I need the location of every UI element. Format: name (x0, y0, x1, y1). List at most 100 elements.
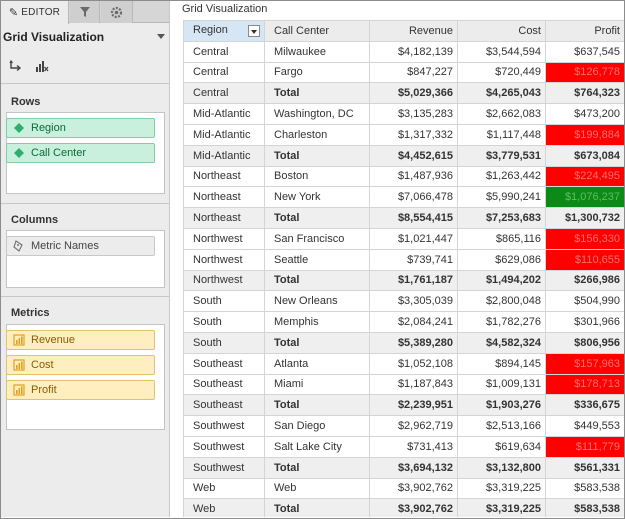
metrics-item-profit[interactable]: Profit (6, 380, 155, 400)
cell-profit[interactable]: $473,200 (545, 103, 624, 125)
cell-region[interactable]: Mid-Atlantic (183, 123, 265, 146)
cell-call-center[interactable]: Charleston (264, 123, 370, 146)
cell-call-center[interactable]: Total (264, 394, 370, 417)
cell-region[interactable]: Mid-Atlantic (183, 144, 265, 167)
cell-cost[interactable]: $1,782,276 (457, 311, 546, 333)
tab-filter[interactable] (70, 1, 100, 23)
cell-cost[interactable]: $3,319,225 (457, 498, 546, 517)
cell-region[interactable]: Northwest (183, 227, 265, 250)
cell-region[interactable]: South (183, 290, 265, 313)
metrics-item-revenue[interactable]: Revenue (6, 330, 155, 350)
cell-call-center[interactable]: Total (264, 207, 370, 229)
cell-call-center[interactable]: Memphis (264, 311, 370, 333)
cell-revenue[interactable]: $2,239,951 (369, 394, 458, 417)
cell-region[interactable]: Central (183, 40, 265, 63)
chevron-down-icon[interactable] (157, 34, 165, 39)
cell-call-center[interactable]: Washington, DC (264, 103, 370, 125)
cell-call-center[interactable]: Total (264, 82, 370, 105)
cell-profit[interactable]: $157,963 (545, 352, 624, 375)
cell-profit[interactable]: $224,495 (545, 165, 624, 188)
cell-cost[interactable]: $2,513,166 (457, 415, 546, 437)
cell-revenue[interactable]: $3,305,039 (369, 290, 458, 313)
columns-item-metric-names[interactable]: Metric Names (6, 236, 155, 256)
cell-profit[interactable]: $301,966 (545, 311, 624, 333)
column-header-call-center[interactable]: Call Center (264, 20, 370, 42)
cell-region[interactable]: Southwest (183, 456, 265, 479)
cell-cost[interactable]: $619,634 (457, 435, 546, 458)
rows-item-call-center[interactable]: Call Center (6, 143, 155, 163)
cell-cost[interactable]: $720,449 (457, 61, 546, 84)
cell-region[interactable]: Central (183, 82, 265, 105)
tab-properties[interactable] (101, 1, 133, 23)
cell-cost[interactable]: $3,544,594 (457, 40, 546, 63)
cell-region[interactable]: Southeast (183, 373, 265, 396)
show-totals-button[interactable] (33, 57, 51, 75)
cell-call-center[interactable]: Total (264, 456, 370, 479)
metrics-item-cost[interactable]: Cost (6, 355, 155, 375)
cell-cost[interactable]: $4,582,324 (457, 331, 546, 354)
cell-cost[interactable]: $1,009,131 (457, 373, 546, 396)
column-header-cost[interactable]: Cost (457, 20, 546, 42)
cell-profit[interactable]: $583,538 (545, 477, 624, 500)
cell-cost[interactable]: $1,263,442 (457, 165, 546, 188)
cell-cost[interactable]: $7,253,683 (457, 207, 546, 229)
cell-revenue[interactable]: $3,694,132 (369, 456, 458, 479)
cell-cost[interactable]: $629,086 (457, 248, 546, 271)
swap-rows-columns-button[interactable] (7, 57, 25, 75)
column-header-region[interactable]: Region (183, 20, 265, 42)
cell-region[interactable]: Southeast (183, 352, 265, 375)
cell-profit[interactable]: $110,655 (545, 248, 624, 271)
cell-profit[interactable]: $1,300,732 (545, 207, 624, 229)
cell-region[interactable]: Web (183, 498, 265, 517)
rows-item-region[interactable]: Region (6, 118, 155, 138)
cell-profit[interactable]: $449,553 (545, 415, 624, 437)
cell-revenue[interactable]: $1,761,187 (369, 269, 458, 292)
cell-region[interactable]: Southwest (183, 435, 265, 458)
cell-profit[interactable]: $178,713 (545, 373, 624, 396)
cell-profit[interactable]: $336,675 (545, 394, 624, 417)
cell-cost[interactable]: $865,116 (457, 227, 546, 250)
cell-revenue[interactable]: $5,389,280 (369, 331, 458, 354)
cell-call-center[interactable]: Web (264, 477, 370, 500)
cell-profit[interactable]: $806,956 (545, 331, 624, 354)
cell-profit[interactable]: $199,884 (545, 123, 624, 146)
cell-revenue[interactable]: $7,066,478 (369, 186, 458, 209)
cell-revenue[interactable]: $847,227 (369, 61, 458, 84)
cell-cost[interactable]: $3,132,800 (457, 456, 546, 479)
cell-revenue[interactable]: $3,135,283 (369, 103, 458, 125)
cell-revenue[interactable]: $739,741 (369, 248, 458, 271)
cell-cost[interactable]: $3,779,531 (457, 144, 546, 167)
cell-call-center[interactable]: Atlanta (264, 352, 370, 375)
cell-cost[interactable]: $4,265,043 (457, 82, 546, 105)
dropdown-icon[interactable] (248, 25, 260, 38)
cell-revenue[interactable]: $2,084,241 (369, 311, 458, 333)
cell-cost[interactable]: $2,662,083 (457, 103, 546, 125)
cell-region[interactable]: South (183, 311, 265, 333)
cell-revenue[interactable]: $1,021,447 (369, 227, 458, 250)
cell-cost[interactable]: $5,990,241 (457, 186, 546, 209)
cell-revenue[interactable]: $2,962,719 (369, 415, 458, 437)
cell-call-center[interactable]: San Francisco (264, 227, 370, 250)
cell-region[interactable]: Southwest (183, 415, 265, 437)
cell-profit[interactable]: $673,084 (545, 144, 624, 167)
cell-call-center[interactable]: Miami (264, 373, 370, 396)
cell-call-center[interactable]: Seattle (264, 248, 370, 271)
cell-profit[interactable]: $111,779 (545, 435, 624, 458)
cell-revenue[interactable]: $4,452,615 (369, 144, 458, 167)
cell-call-center[interactable]: Milwaukee (264, 40, 370, 63)
cell-profit[interactable]: $126,778 (545, 61, 624, 84)
cell-profit[interactable]: $1,076,237 (545, 186, 624, 209)
cell-call-center[interactable]: New Orleans (264, 290, 370, 313)
cell-revenue[interactable]: $3,902,762 (369, 477, 458, 500)
cell-region[interactable]: Web (183, 477, 265, 500)
cell-call-center[interactable]: Boston (264, 165, 370, 188)
cell-call-center[interactable]: San Diego (264, 415, 370, 437)
cell-revenue[interactable]: $4,182,139 (369, 40, 458, 63)
cell-region[interactable]: Northeast (183, 165, 265, 188)
cell-profit[interactable]: $583,538 (545, 498, 624, 517)
cell-profit[interactable]: $637,545 (545, 40, 624, 63)
cell-revenue[interactable]: $5,029,366 (369, 82, 458, 105)
cell-cost[interactable]: $1,117,448 (457, 123, 546, 146)
cell-profit[interactable]: $266,986 (545, 269, 624, 292)
cell-revenue[interactable]: $731,413 (369, 435, 458, 458)
